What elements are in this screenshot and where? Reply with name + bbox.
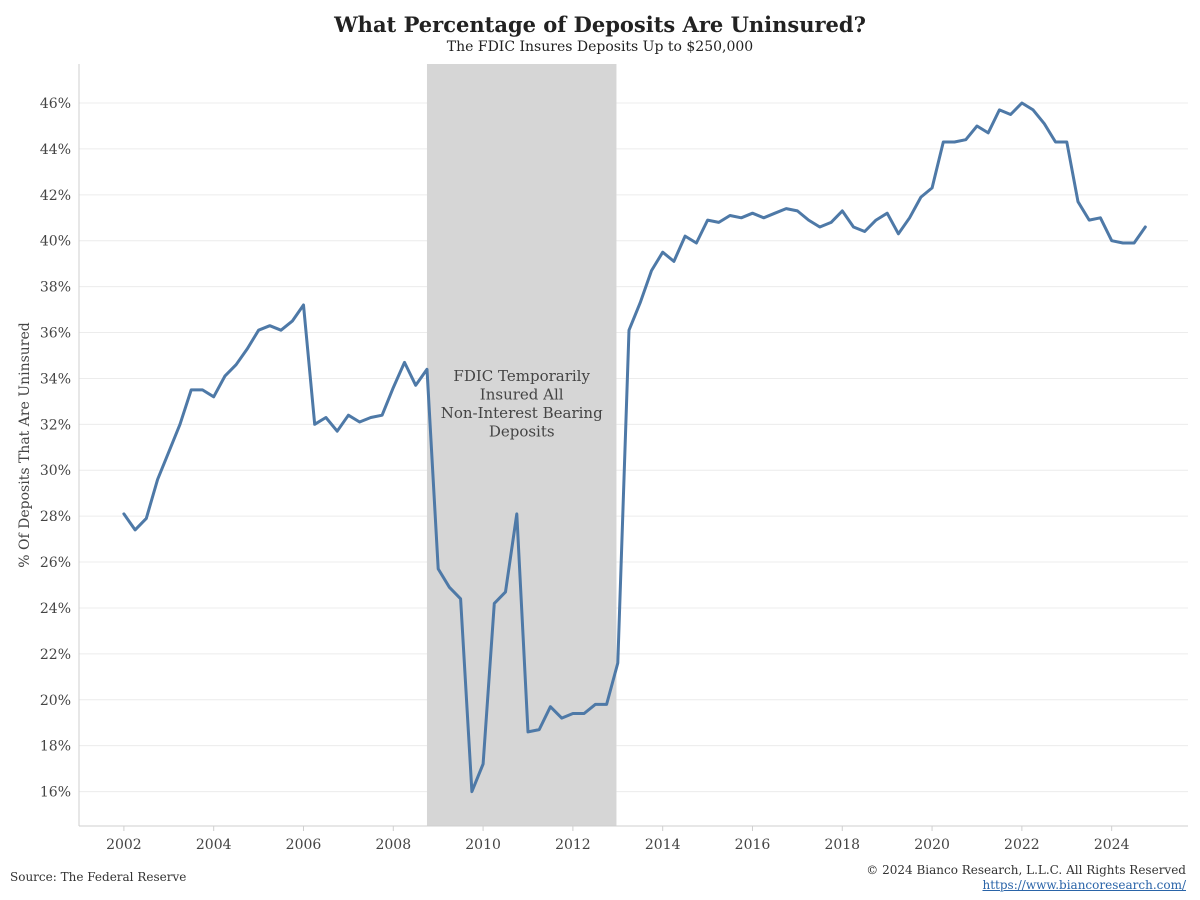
x-tick-label: 2012 <box>555 837 591 853</box>
y-tick-label: 16% <box>40 785 71 801</box>
shaded-region-label: Non-Interest Bearing <box>441 404 603 422</box>
x-tick-label: 2006 <box>286 837 322 853</box>
chart-subtitle: The FDIC Insures Deposits Up to $250,000 <box>446 39 754 55</box>
x-tick-label: 2016 <box>735 837 771 853</box>
website-link[interactable]: https://www.biancoresearch.com/ <box>982 878 1186 892</box>
y-tick-label: 34% <box>40 371 71 387</box>
y-tick-label: 20% <box>40 693 71 709</box>
y-tick-label: 28% <box>40 509 71 525</box>
source-note: Source: The Federal Reserve <box>10 870 187 884</box>
y-axis-label: % Of Deposits That Are Uninsured <box>17 322 33 567</box>
y-tick-label: 18% <box>40 739 71 755</box>
y-tick-label: 22% <box>40 647 71 663</box>
y-tick-label: 38% <box>40 280 71 296</box>
y-tick-label: 36% <box>40 326 71 342</box>
x-tick-label: 2022 <box>1004 837 1040 853</box>
shaded-region-label: Deposits <box>489 423 555 441</box>
copyright-note: © 2024 Bianco Research, L.L.C. All Right… <box>866 863 1186 877</box>
x-tick-label: 2018 <box>824 837 860 853</box>
x-tick-label: 2010 <box>465 837 501 853</box>
shaded-region <box>426 64 617 826</box>
x-tick-label: 2024 <box>1094 837 1130 853</box>
shaded-region-label: Insured All <box>480 386 564 404</box>
x-tick-label: 2004 <box>196 837 232 853</box>
x-tick-label: 2008 <box>375 837 411 853</box>
y-tick-label: 42% <box>40 188 71 204</box>
chart-title: What Percentage of Deposits Are Uninsure… <box>334 12 866 37</box>
x-tick-label: 2014 <box>645 837 681 853</box>
y-tick-label: 30% <box>40 463 71 479</box>
y-tick-label: 40% <box>40 234 71 250</box>
y-tick-label: 26% <box>40 555 71 571</box>
y-tick-label: 46% <box>40 96 71 112</box>
shaded-region-label: FDIC Temporarily <box>453 367 590 385</box>
y-tick-label: 24% <box>40 601 71 617</box>
y-tick-label: 32% <box>40 417 71 433</box>
y-tick-label: 44% <box>40 142 71 158</box>
x-tick-label: 2020 <box>914 837 950 853</box>
x-tick-label: 2002 <box>106 837 142 853</box>
series-line <box>122 101 1147 794</box>
